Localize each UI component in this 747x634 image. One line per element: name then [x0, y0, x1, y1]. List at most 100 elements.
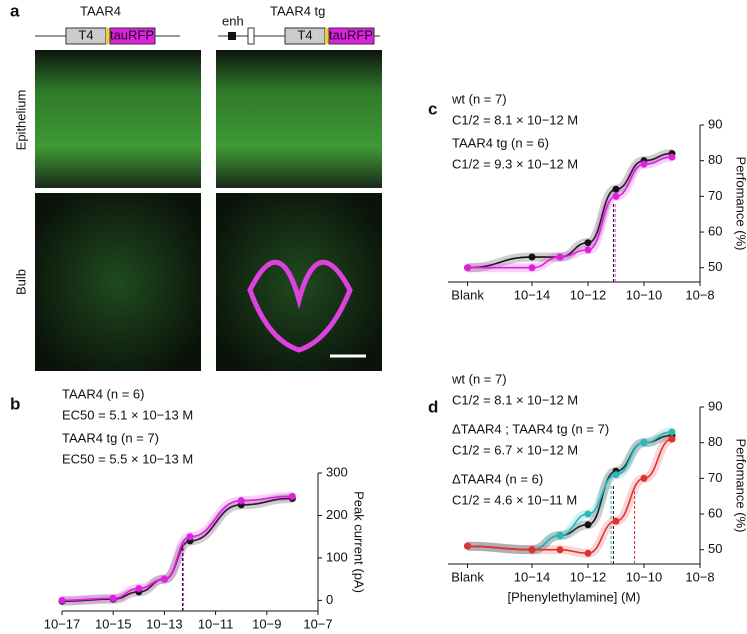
- exon-label: T4: [78, 27, 93, 42]
- x-tick-label: 10−14: [514, 287, 551, 302]
- data-point: [584, 549, 592, 557]
- micrograph: [35, 50, 201, 188]
- data-point: [237, 497, 245, 505]
- annotation: C1/2 = 8.1 × 10−12 M: [452, 392, 578, 407]
- data-point: [584, 246, 592, 254]
- y-tick-label: 70: [708, 188, 722, 203]
- y-tick-label: 60: [708, 505, 722, 520]
- y-tick-label: 300: [326, 464, 348, 479]
- y-tick-label: 70: [708, 470, 722, 485]
- x-tick-label: 10−12: [570, 287, 607, 302]
- panel-label: d: [428, 397, 438, 416]
- data-point: [464, 542, 472, 550]
- data-point: [584, 510, 592, 518]
- annotation: C1/2 = 8.1 × 10−12 M: [452, 112, 578, 127]
- axon-bundle: [247, 259, 353, 353]
- reporter-label: tauRFP: [329, 27, 373, 42]
- y-tick-label: 0: [326, 592, 333, 607]
- construct: [35, 27, 380, 45]
- data-point: [109, 594, 117, 602]
- y-axis-label: Peak current (pA): [352, 491, 367, 593]
- data-point: [288, 492, 296, 500]
- y-tick-label: 80: [708, 152, 722, 167]
- legend-label: TAAR4 tg (n = 7): [62, 430, 159, 445]
- y-tick-label: 60: [708, 223, 722, 238]
- data-point: [668, 428, 676, 436]
- data-point: [640, 160, 648, 168]
- data-point: [584, 239, 592, 247]
- data-point: [668, 153, 676, 161]
- panel-label: b: [10, 394, 20, 413]
- data-point: [612, 192, 620, 200]
- data-point: [58, 596, 66, 604]
- data-point: [668, 435, 676, 443]
- y-tick-label: 90: [708, 116, 722, 131]
- legend-label: ΔTAAR4 ; TAAR4 tg (n = 7): [452, 421, 609, 436]
- data-point: [528, 264, 536, 272]
- x-tick-label: Blank: [451, 569, 484, 584]
- data-point: [640, 439, 648, 447]
- y-tick-label: 100: [326, 549, 348, 564]
- y-tick-label: 50: [708, 259, 722, 274]
- annotation: C1/2 = 6.7 × 10−12 M: [452, 442, 578, 457]
- fit-band: [61, 491, 293, 605]
- reporter-label: tauRFP: [110, 27, 154, 42]
- legend-label: TAAR4 (n = 6): [62, 386, 144, 401]
- enhancer-label: enh: [222, 13, 244, 28]
- row-title: Bulb: [13, 269, 28, 295]
- data-point: [135, 584, 143, 592]
- data-point: [584, 521, 592, 529]
- legend-label: ΔTAAR4 (n = 6): [452, 471, 543, 486]
- x-tick-label: 10−17: [44, 616, 81, 631]
- micrograph: [216, 193, 382, 371]
- x-tick-label: 10−8: [685, 569, 714, 584]
- micrograph: [216, 50, 382, 188]
- y-tick-label: 200: [326, 507, 348, 522]
- y-tick-label: 50: [708, 541, 722, 556]
- data-point: [160, 575, 168, 583]
- data-point: [186, 533, 194, 541]
- y-axis-label: Perfomance (%): [734, 439, 747, 533]
- annotation: EC50 = 5.1 × 10−13 M: [62, 407, 193, 422]
- x-tick-label: 10−8: [685, 287, 714, 302]
- data-point: [612, 185, 620, 193]
- data-point: [612, 471, 620, 479]
- x-tick-label: 10−10: [626, 569, 663, 584]
- data-point: [464, 264, 472, 272]
- fit-band: [467, 152, 673, 273]
- data-point: [556, 253, 564, 261]
- legend-label: wt (n = 7): [451, 91, 507, 106]
- column-title: TAAR4: [80, 3, 121, 18]
- x-tick-label: 10−9: [252, 616, 281, 631]
- annotation: EC50 = 5.5 × 10−13 M: [62, 451, 193, 466]
- data-point: [612, 517, 620, 525]
- annotation: C1/2 = 4.6 × 10−11 M: [452, 492, 577, 507]
- legend-label: wt (n = 7): [451, 371, 507, 386]
- annotation: C1/2 = 9.3 × 10−12 M: [452, 156, 578, 171]
- y-axis-label: Perfomance (%): [734, 157, 747, 251]
- panel-label: c: [428, 99, 437, 118]
- x-tick-label: 10−10: [626, 287, 663, 302]
- data-point: [528, 546, 536, 554]
- x-axis-label: [Phenylethylamine] (M): [508, 589, 641, 604]
- column-title: TAAR4 tg: [270, 3, 325, 18]
- panel-label: a: [10, 1, 20, 20]
- legend-label: TAAR4 tg (n = 6): [452, 135, 549, 150]
- data-point: [528, 253, 536, 261]
- x-tick-label: 10−14: [514, 569, 551, 584]
- x-tick-label: 10−11: [198, 616, 234, 631]
- x-tick-label: 10−13: [146, 616, 183, 631]
- x-tick-label: 10−7: [303, 616, 332, 631]
- x-tick-label: Blank: [451, 287, 484, 302]
- row-title: Epithelium: [13, 90, 28, 151]
- exon-label: T4: [297, 27, 312, 42]
- x-tick-label: 10−15: [95, 616, 132, 631]
- y-tick-label: 80: [708, 434, 722, 449]
- x-tick-label: 10−12: [570, 569, 607, 584]
- y-tick-label: 90: [708, 398, 722, 413]
- data-point: [640, 474, 648, 482]
- data-point: [556, 546, 564, 554]
- micrograph: [35, 193, 201, 371]
